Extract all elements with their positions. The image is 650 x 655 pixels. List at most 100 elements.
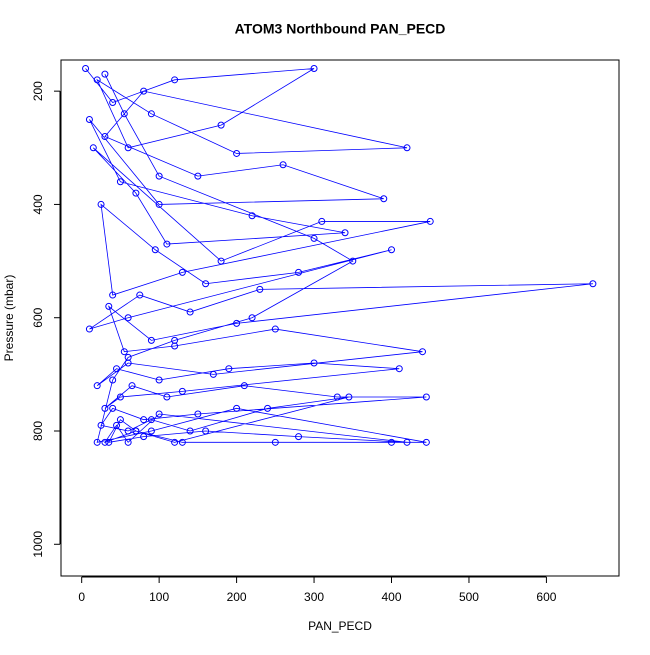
data-point [97, 200, 105, 208]
data-point [155, 200, 163, 208]
data-point [151, 246, 159, 254]
data-point [271, 438, 279, 446]
data-point [310, 359, 318, 367]
data-point [341, 229, 349, 237]
data-point [89, 144, 97, 152]
data-point [155, 410, 163, 418]
data-point [101, 404, 109, 412]
data-point [217, 121, 225, 129]
data-point [124, 353, 132, 361]
y-tick-label: 200 [31, 81, 45, 101]
data-point [248, 212, 256, 220]
data-point [147, 427, 155, 435]
data-point [186, 308, 194, 316]
plot-frame [60, 59, 620, 577]
data-point [217, 257, 225, 265]
data-point [171, 438, 179, 446]
data-point [155, 376, 163, 384]
data-point [388, 246, 396, 254]
data-point [178, 438, 186, 446]
data-point [194, 410, 202, 418]
data-point [109, 404, 117, 412]
data-point [279, 161, 287, 169]
data-point [264, 404, 272, 412]
x-tick-label: 500 [459, 590, 479, 604]
x-tick-label: 300 [304, 590, 324, 604]
data-point [422, 438, 430, 446]
data-point [93, 382, 101, 390]
data-point [333, 393, 341, 401]
data-point [124, 314, 132, 322]
x-tick-label: 100 [149, 590, 169, 604]
data-point [113, 421, 121, 429]
y-axis-label: Pressure (mbar) [2, 275, 16, 362]
data-point [202, 280, 210, 288]
data-point [194, 172, 202, 180]
data-point [240, 382, 248, 390]
data-point [128, 382, 136, 390]
data-point [147, 336, 155, 344]
data-point [271, 325, 279, 333]
data-point [132, 189, 140, 197]
chart-title: ATOM3 Northbound PAN_PECD [235, 21, 446, 37]
data-point [101, 132, 109, 140]
data-point [186, 427, 194, 435]
data-point [345, 393, 353, 401]
data-point [132, 427, 140, 435]
data-point [163, 240, 171, 248]
data-point [295, 433, 303, 441]
data-point [124, 438, 132, 446]
x-tick-label: 0 [78, 590, 85, 604]
data-point [93, 76, 101, 84]
data-point [380, 195, 388, 203]
data-point [233, 319, 241, 327]
data-point [233, 149, 241, 157]
x-tick-label: 400 [381, 590, 401, 604]
data-point [256, 285, 264, 293]
data-point [310, 234, 318, 242]
data-point [105, 438, 113, 446]
data-point [140, 87, 148, 95]
data-point [202, 427, 210, 435]
data-point [349, 257, 357, 265]
data-point [124, 427, 132, 435]
y-tick-label: 800 [31, 421, 45, 441]
data-point [171, 336, 179, 344]
data-point [147, 110, 155, 118]
data-point [589, 280, 597, 288]
data-point [147, 416, 155, 424]
data-point [116, 178, 124, 186]
data-point [233, 404, 241, 412]
data-point [136, 291, 144, 299]
data-point [101, 438, 109, 446]
data-point [171, 76, 179, 84]
data-point [178, 268, 186, 276]
data-line [85, 68, 593, 444]
data-point [97, 421, 105, 429]
data-point [120, 110, 128, 118]
data-point [318, 217, 326, 225]
data-point [113, 365, 121, 373]
data-point [120, 348, 128, 356]
data-point [209, 370, 217, 378]
data-point [109, 98, 117, 106]
data-point [418, 348, 426, 356]
data-point [178, 387, 186, 395]
data-point [116, 416, 124, 424]
y-tick-label: 600 [31, 307, 45, 327]
data-point [105, 302, 113, 310]
data-point [101, 70, 109, 78]
data-point [225, 365, 233, 373]
data-point [388, 438, 396, 446]
x-tick-label: 200 [227, 590, 247, 604]
data-point [82, 64, 90, 72]
x-tick-label: 600 [536, 590, 556, 604]
data-point [422, 393, 430, 401]
data-point [140, 416, 148, 424]
data-point [140, 433, 148, 441]
data-point [310, 64, 318, 72]
data-point [248, 314, 256, 322]
data-point [109, 376, 117, 384]
data-point [155, 172, 163, 180]
